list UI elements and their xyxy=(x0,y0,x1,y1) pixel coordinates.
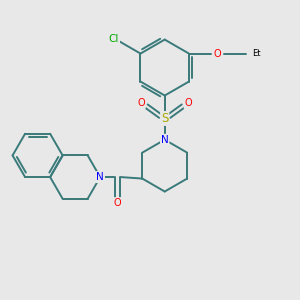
Text: O: O xyxy=(137,98,145,108)
Text: N: N xyxy=(96,172,104,182)
Text: O: O xyxy=(214,49,221,58)
Text: N: N xyxy=(161,135,169,145)
Text: S: S xyxy=(161,112,168,125)
Text: O: O xyxy=(113,198,121,208)
Text: O: O xyxy=(184,98,192,108)
Text: N: N xyxy=(96,172,104,182)
Text: Et: Et xyxy=(252,49,261,58)
Text: Cl: Cl xyxy=(109,34,119,44)
